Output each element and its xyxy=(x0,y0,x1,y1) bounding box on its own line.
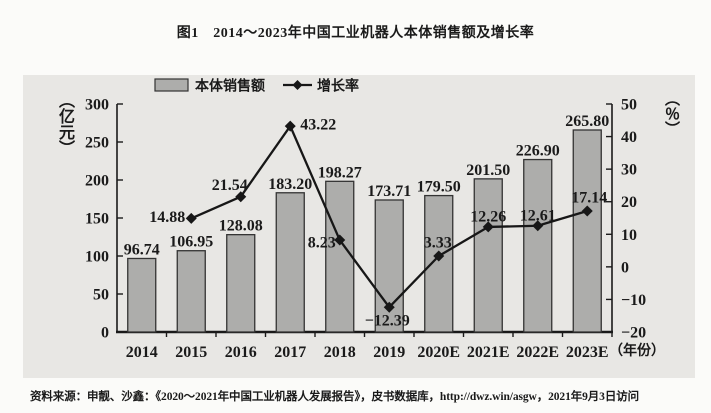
x-axis-tick-label: 2022E xyxy=(516,344,559,361)
figure-title: 图1 2014～2023年中国工业机器人本体销售额及增长率 xyxy=(176,26,535,41)
bar-2015 xyxy=(176,250,206,333)
left-axis-tick-label: 300 xyxy=(85,97,109,114)
x-axis-tick-label: 2020E xyxy=(417,344,460,361)
right-axis-tick-label: 10 xyxy=(621,227,637,244)
bar-value-label: 106.95 xyxy=(169,234,213,251)
bar-value-label: 179.50 xyxy=(417,179,461,196)
bar-value-label: 198.27 xyxy=(318,164,362,181)
bar-value-label: 265.80 xyxy=(565,113,609,130)
left-axis-tick-label: 200 xyxy=(85,173,109,190)
bar-value-label: 183.20 xyxy=(268,176,312,193)
growth-value-label: 12.26 xyxy=(470,208,506,225)
right-axis-tick-label: 20 xyxy=(621,194,637,211)
bar-value-label: 226.90 xyxy=(516,143,560,160)
left-axis-tick-label: 50 xyxy=(93,287,109,304)
left-axis-tick-label: 100 xyxy=(85,249,109,266)
right-axis-tick-label: 50 xyxy=(621,97,637,114)
bar-2023E xyxy=(572,129,602,333)
growth-value-label: 17.14 xyxy=(571,190,607,207)
legend-growth-marker-icon xyxy=(292,80,303,90)
x-axis-tick-label: 2016 xyxy=(225,344,257,361)
x-axis-tick-label: 2018 xyxy=(324,344,356,361)
legend: 本体销售额 增长率 xyxy=(154,78,359,95)
growth-value-label: 43.22 xyxy=(300,117,336,134)
bar-2016 xyxy=(226,234,256,333)
right-axis-tick-label: 40 xyxy=(621,129,637,146)
left-axis-tick-label: 250 xyxy=(85,135,109,152)
bar-value-label: 96.74 xyxy=(124,241,160,258)
growth-marker-2022E xyxy=(532,220,544,232)
growth-marker-2018 xyxy=(334,234,346,246)
growth-value-label: 8.23 xyxy=(308,235,336,252)
x-axis-unit-label: （年份） xyxy=(609,344,665,359)
bar-value-label: 201.50 xyxy=(466,162,510,179)
growth-marker-2016 xyxy=(235,191,247,203)
right-axis-tick-label: −20 xyxy=(621,325,646,342)
bar-value-label: 128.08 xyxy=(219,218,263,235)
x-axis-tick-label: 2014 xyxy=(126,344,158,361)
growth-value-label: −12.39 xyxy=(365,313,410,330)
right-axis-tick-label: 30 xyxy=(621,162,637,179)
left-axis-tick-label: 150 xyxy=(85,211,109,228)
growth-value-label: 12.61 xyxy=(520,207,556,224)
legend-growth-label: 增长率 xyxy=(317,78,359,95)
growth-value-label: 21.54 xyxy=(212,177,248,194)
left-axis-unit-label: （亿元） xyxy=(56,92,73,156)
growth-marker-2015 xyxy=(185,212,197,224)
legend-sales-swatch xyxy=(154,78,189,92)
bar-value-label: 173.71 xyxy=(367,183,411,200)
legend-sales-label: 本体销售额 xyxy=(195,78,265,95)
bar-2018 xyxy=(325,180,355,333)
growth-marker-2017 xyxy=(284,120,296,132)
bar-2020E xyxy=(424,194,454,333)
x-axis-tick-label: 2019 xyxy=(373,344,405,361)
x-axis-tick-label: 2021E xyxy=(467,344,510,361)
right-axis-tick-label: −10 xyxy=(621,292,646,309)
right-axis-unit-label: （％） xyxy=(663,91,679,136)
left-axis-tick-label: 0 xyxy=(101,325,109,342)
x-axis-tick-label: 2015 xyxy=(175,344,207,361)
growth-marker-2020E xyxy=(433,250,445,262)
x-axis-tick-label: 2023E xyxy=(566,344,609,361)
growth-marker-2019 xyxy=(383,301,395,313)
growth-value-label: 14.88 xyxy=(149,209,185,226)
bar-2021E xyxy=(473,178,503,333)
x-axis-tick-label: 2017 xyxy=(274,344,306,361)
growth-marker-2023E xyxy=(581,205,593,217)
bar-2017 xyxy=(275,192,305,333)
bar-2014 xyxy=(127,257,157,333)
bar-2022E xyxy=(523,158,553,333)
growth-value-label: 3.33 xyxy=(424,235,452,252)
source-note: 资料来源：申靓、沙鑫：《2020～2021年中国工业机器人发展报告》，皮书数据库… xyxy=(30,391,640,403)
right-axis-tick-label: 0 xyxy=(621,259,629,276)
growth-marker-2021E xyxy=(482,221,494,233)
